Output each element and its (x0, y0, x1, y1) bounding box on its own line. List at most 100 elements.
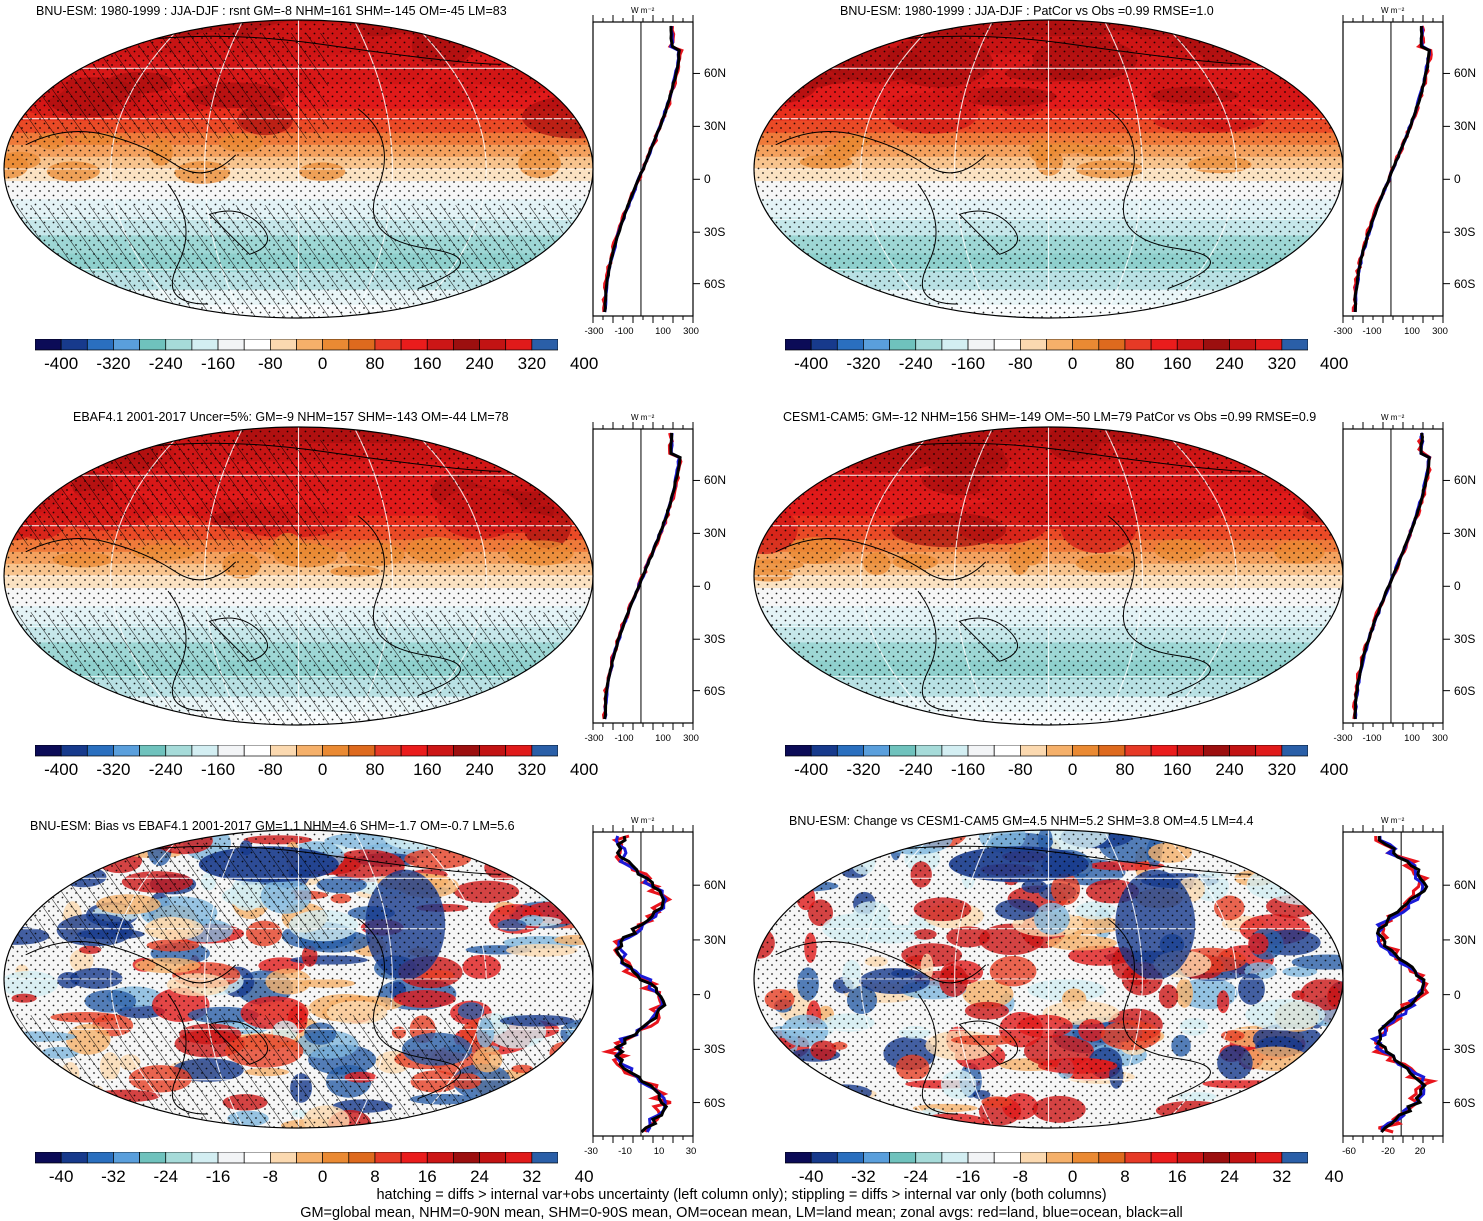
panel-5-zonal-plot (592, 825, 700, 1143)
panel-4-colorbar-box-5 (889, 745, 917, 757)
panel-4-colorbar-label-9: 240 (1215, 760, 1244, 779)
panel-3-colorbar-label-7: 80 (365, 760, 385, 779)
panel-3-colorbar-box-4 (113, 745, 140, 757)
panel-3-map (3, 426, 594, 726)
panel-1-colorbar-box-10 (270, 339, 297, 351)
panel-3-xtick-2: -100 (614, 733, 634, 744)
panel-4-colorbar-box-14 (1124, 745, 1152, 757)
panel-4-xtick-3: 100 (1404, 733, 1420, 744)
panel-3-colorbar-box-2 (60, 745, 88, 757)
panel-5-colorbar-label-5: -8 (262, 1167, 278, 1186)
panel-3-colorbar-box-5 (139, 745, 167, 757)
panel-1-colorbar-box-20 (531, 339, 558, 351)
panel-5-lat-label-5: 60S (704, 1095, 726, 1110)
panel-5-colorbar-label-4: -16 (205, 1167, 231, 1186)
panel-3-colorbar-box-18 (479, 745, 507, 757)
panel-3-colorbar-label-2: -320 (96, 760, 131, 779)
panel-5-xtick-4: 30 (685, 1146, 697, 1157)
panel-6-lat-label-4: 30S (1454, 1042, 1476, 1057)
panel-6-colorbar-label-10: 32 (1272, 1167, 1292, 1186)
panel-1-unit-label: W m⁻² (631, 6, 655, 15)
panel-6-colorbar-label-6: 0 (1067, 1167, 1078, 1186)
panel-5-colorbar-box-14 (374, 1152, 402, 1164)
panel-4-colorbar-box-7 (941, 745, 969, 757)
panel-4-colorbar-box-9 (993, 745, 1021, 757)
panel-4-colorbar-label-1: -400 (794, 760, 829, 779)
panel-5-xtick-3: 10 (653, 1146, 665, 1157)
panel-1-colorbar-label-5: -80 (258, 354, 283, 373)
panel-4-colorbar-label-2: -320 (846, 760, 881, 779)
panel-2-colorbar-label-2: -320 (846, 354, 881, 373)
panel-1-colorbar-box-18 (479, 339, 507, 351)
panel-6-colorbar-box-17 (1203, 1152, 1230, 1164)
panel-4-colorbar-label-6: 0 (1067, 760, 1078, 779)
panel-4-lat-label-3: 0 (1454, 579, 1461, 594)
panel-4-colorbar-box-17 (1203, 745, 1230, 757)
panel-6-xtick-2: -20 (1381, 1146, 1395, 1157)
panel-2-lat-label-2: 30N (1454, 119, 1477, 134)
panel-4-unit-label: W m⁻² (1381, 413, 1405, 422)
panel-5-colorbar-box-17 (453, 1152, 480, 1164)
panel-2-colorbar-label-11: 400 (1319, 354, 1349, 373)
panel-6-colorbar-box-1 (785, 1152, 812, 1164)
panel-2-colorbar-box-6 (915, 339, 943, 351)
panel-4-colorbar-box-6 (915, 745, 943, 757)
panel-2-colorbar-label-5: -80 (1008, 354, 1033, 373)
panel-6-colorbar-box-9 (993, 1152, 1021, 1164)
panel-4-colorbar-box-3 (836, 745, 864, 757)
panel-1-xtick-4: 300 (683, 326, 699, 337)
panel-2-xtick-3: 100 (1404, 326, 1420, 337)
panel-5-colorbar (35, 1152, 558, 1164)
panel-5-map (3, 829, 594, 1129)
panel-5-xtick-2: -10 (618, 1146, 632, 1157)
panel-4-colorbar-box-2 (810, 745, 838, 757)
panel-1-colorbar-box-5 (139, 339, 167, 351)
panel-1-colorbar-box-9 (243, 339, 271, 351)
panel-1-colorbar-box-17 (453, 339, 480, 351)
panel-4-colorbar (785, 745, 1308, 757)
panel-4-xtick-4: 300 (1432, 733, 1448, 744)
panel-3-lat-label-3: 0 (704, 579, 711, 594)
panel-2-colorbar-box-3 (836, 339, 864, 351)
panel-6-lat-label-5: 60S (1454, 1095, 1476, 1110)
panel-2-lat-label-5: 60S (1454, 276, 1476, 291)
panel-1-xtick-3: 100 (655, 326, 671, 337)
panel-4-colorbar-box-18 (1229, 745, 1257, 757)
panel-6-colorbar-box-6 (915, 1152, 943, 1164)
panel-5-colorbar-box-16 (426, 1152, 454, 1164)
panel-4-colorbar-label-4: -160 (951, 760, 986, 779)
panel-5-colorbar-label-6: 0 (317, 1167, 328, 1186)
panel-1-xtick-2: -100 (614, 326, 634, 337)
figure-caption-line2: GM=global mean, NHM=0-90N mean, SHM=0-90… (300, 1205, 1183, 1221)
panel-2-colorbar-label-7: 80 (1115, 354, 1135, 373)
panel-5-colorbar-box-6 (165, 1152, 193, 1164)
panel-3-colorbar-box-11 (296, 745, 323, 757)
panel-6-colorbar-box-10 (1020, 1152, 1047, 1164)
panel-6-lat-label-2: 30N (1454, 932, 1477, 947)
panel-1-colorbar-label-9: 240 (465, 354, 494, 373)
panel-1-colorbar-label-2: -320 (96, 354, 131, 373)
panel-1-colorbar-box-11 (296, 339, 323, 351)
panel-3-colorbar (35, 745, 558, 757)
panel-2-colorbar-label-8: 160 (1163, 354, 1192, 373)
panel-3-colorbar-label-10: 320 (517, 760, 547, 779)
panel-6-title: BNU-ESM: Change vs CESM1-CAM5 GM=4.5 NHM… (789, 814, 1254, 828)
panel-4-colorbar-box-11 (1046, 745, 1073, 757)
panel-5-unit-label: W m⁻² (631, 816, 655, 825)
panel-4-colorbar-label-5: -80 (1008, 760, 1033, 779)
panel-2-colorbar-box-7 (941, 339, 969, 351)
panel-6-colorbar-label-2: -32 (851, 1167, 876, 1186)
panel-4-colorbar-label-10: 320 (1267, 760, 1297, 779)
panel-3-colorbar-box-19 (505, 745, 533, 757)
panel-5-lat-label-4: 30S (704, 1042, 726, 1057)
panel-6-xtick-3: 20 (1414, 1146, 1426, 1157)
panel-4-colorbar-box-13 (1098, 745, 1126, 757)
panel-1-colorbar (35, 339, 558, 351)
panel-4-colorbar-box-15 (1150, 745, 1178, 757)
panel-4-colorbar-label-7: 80 (1115, 760, 1135, 779)
panel-1-colorbar-box-6 (165, 339, 193, 351)
panel-1-colorbar-box-2 (60, 339, 88, 351)
panel-3-colorbar-box-16 (426, 745, 454, 757)
panel-2-colorbar-box-4 (863, 339, 890, 351)
panel-3-xtick-1: -300 (584, 733, 604, 744)
